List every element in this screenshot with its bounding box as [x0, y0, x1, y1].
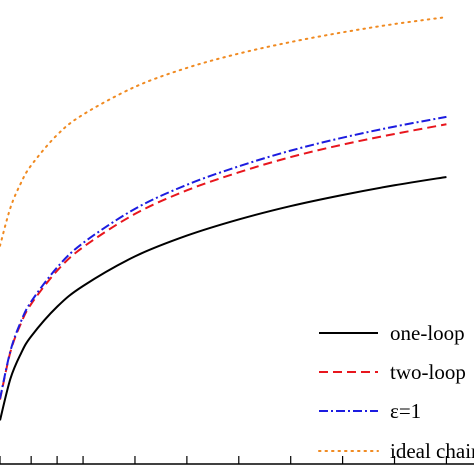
legend-label-1: one-loop [390, 321, 465, 345]
x-axis [0, 456, 474, 465]
legend-label-4: ideal chain [390, 439, 474, 463]
legend: one-loop two-loop ε=1 ideal chain [318, 321, 474, 463]
legend-label-3: ε=1 [390, 399, 421, 423]
series-line-2 [0, 123, 447, 400]
legend-label-2: two-loop [390, 360, 466, 384]
series-line-3 [0, 115, 447, 399]
series-line-1 [0, 175, 447, 421]
series-line-4 [0, 16, 448, 247]
plot-area [0, 16, 448, 421]
